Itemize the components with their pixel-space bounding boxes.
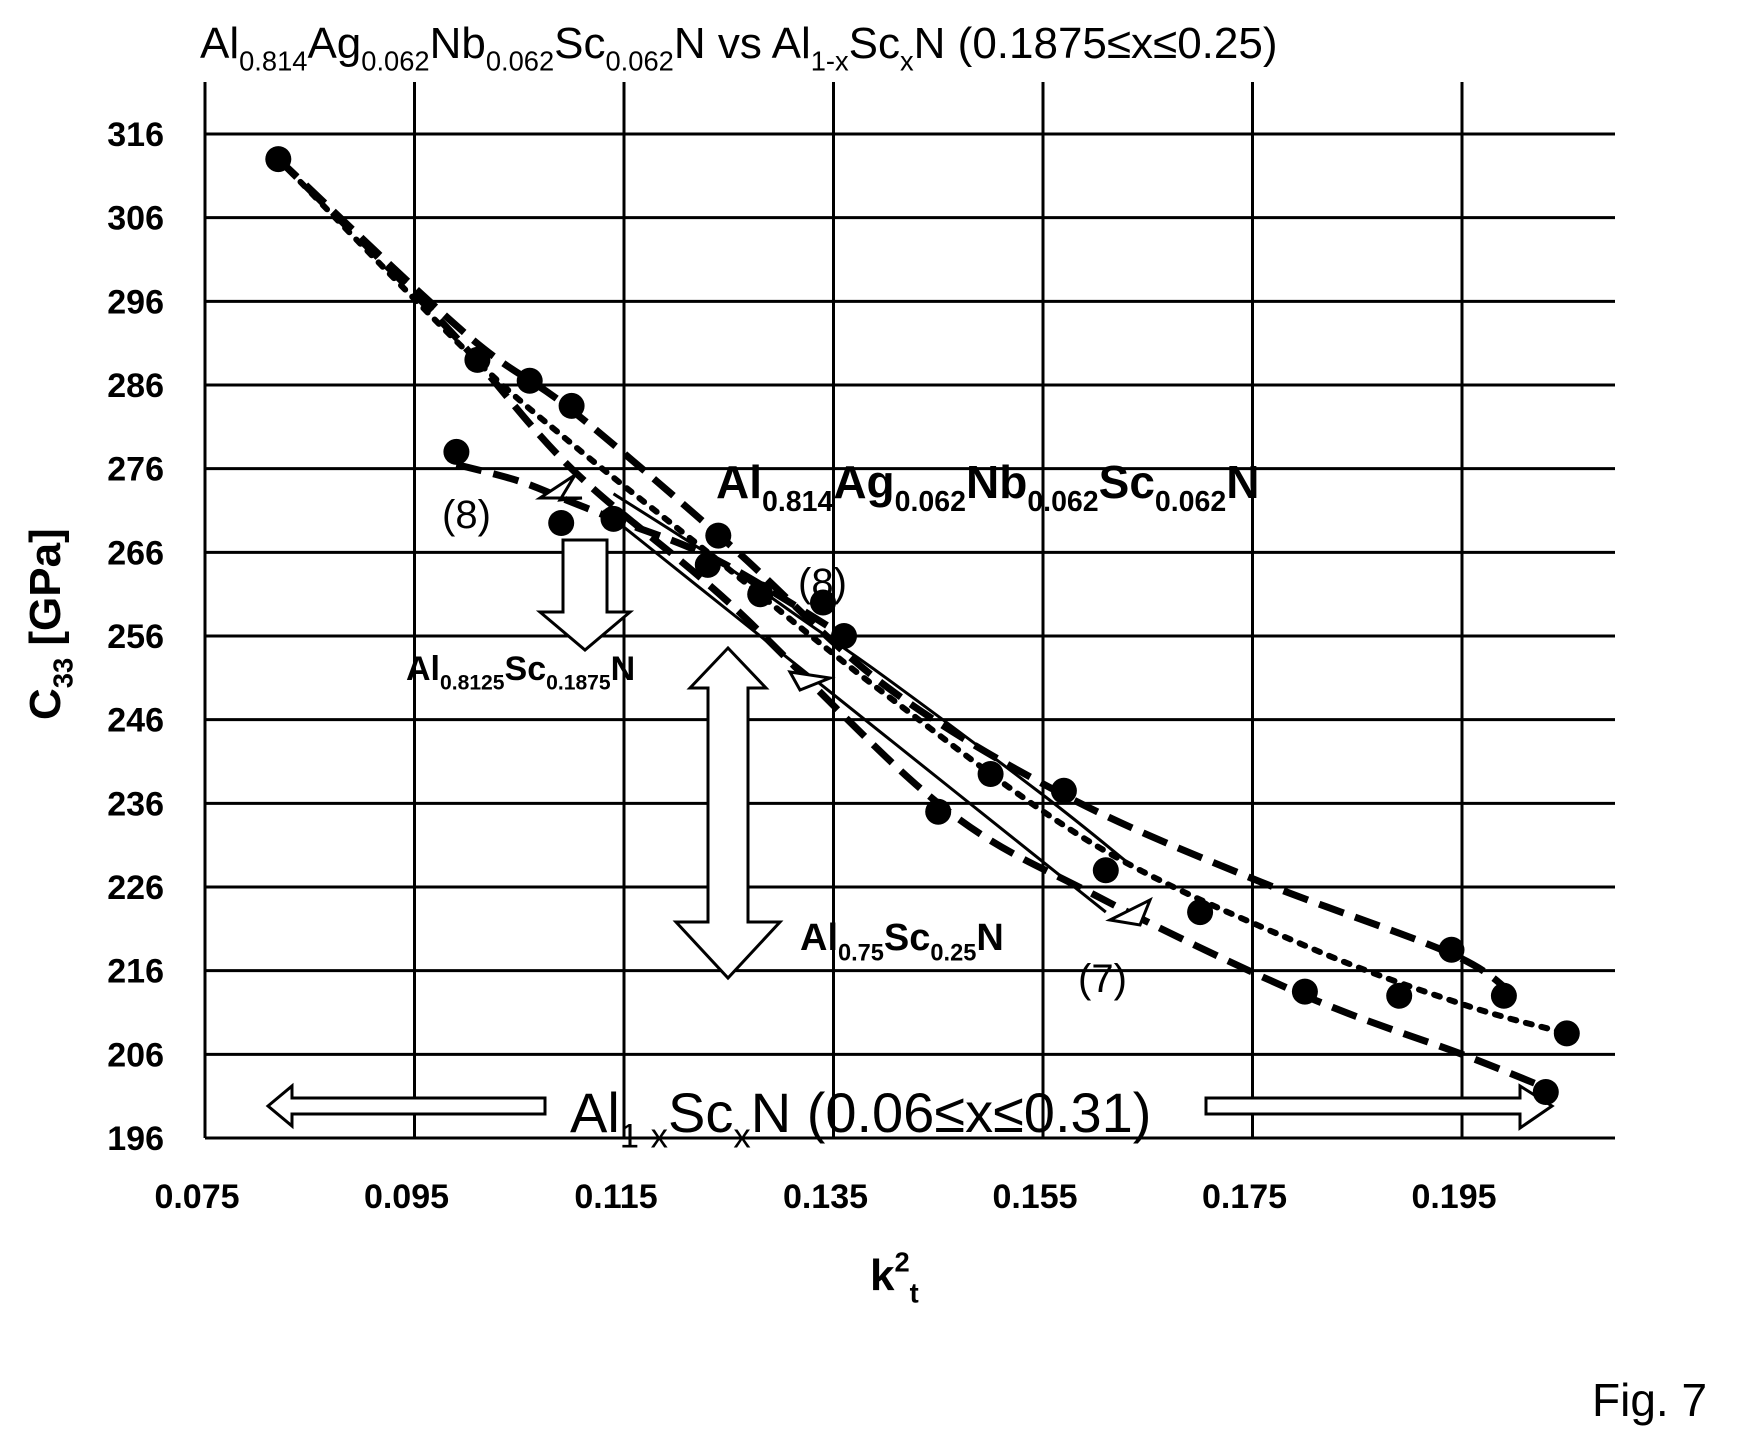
- annotation-8-left: (8): [442, 493, 491, 537]
- chart-points: [265, 146, 1580, 1105]
- y-tick-label: 316: [107, 116, 164, 154]
- arrow-pointer-8-left: [534, 473, 583, 502]
- figure-label: Fig. 7: [1592, 1374, 1707, 1426]
- x-tick-labels: 0.075 0.095 0.115 0.135 0.155 0.175 0.195: [154, 1178, 1496, 1216]
- y-tick-label: 226: [107, 869, 164, 907]
- y-tick-label: 306: [107, 200, 164, 238]
- chart-arrows: [265, 473, 1555, 1131]
- annotation-al075scn: Al0.75Sc0.25N: [800, 917, 1004, 967]
- y-tick-label: 286: [107, 367, 164, 405]
- x-tick-label: 0.075: [154, 1178, 239, 1216]
- arrow-down-small: [535, 538, 635, 652]
- data-point: [1050, 777, 1077, 804]
- y-tick-labels: 196 206 216 226 236 246 256 266 276 286 296 306 316: [107, 116, 164, 1158]
- data-point: [694, 551, 721, 578]
- x-tick-label: 0.195: [1411, 1178, 1496, 1216]
- data-point: [1092, 857, 1119, 884]
- x-axis-label: k2t: [870, 1247, 919, 1309]
- data-point: [1490, 982, 1517, 1009]
- y-tick-label: 276: [107, 451, 164, 489]
- data-point: [1438, 936, 1465, 963]
- x-tick-label: 0.135: [783, 1178, 868, 1216]
- arrow-pointer-7: [1105, 896, 1153, 927]
- data-point: [600, 505, 627, 532]
- annotation-alagnbscn: Al0.814Ag0.062Nb0.062Sc0.062N: [716, 456, 1259, 518]
- y-tick-label: 256: [107, 618, 164, 656]
- data-point: [747, 581, 774, 608]
- y-tick-label: 236: [107, 785, 164, 823]
- chart-title: Al0.814Ag0.062Nb0.062Sc0.062N vs Al1-xSc…: [200, 19, 1278, 76]
- x-tick-label: 0.095: [364, 1178, 449, 1216]
- data-point: [548, 510, 575, 536]
- data-point: [831, 623, 857, 649]
- data-point: [558, 392, 585, 419]
- data-point: [705, 522, 732, 549]
- x-tick-label: 0.175: [1202, 1178, 1287, 1216]
- arrow-right-range: [1204, 1083, 1555, 1131]
- curve-dotted: [275, 156, 1570, 1037]
- data-point: [516, 367, 543, 394]
- data-point: [1386, 982, 1413, 1009]
- y-tick-label: 296: [107, 283, 164, 321]
- curve-dashed: [275, 156, 1517, 999]
- annotation-al08125scn: Al0.8125Sc0.1875N: [406, 650, 635, 695]
- data-point: [1187, 899, 1214, 926]
- data-point: [1291, 978, 1318, 1005]
- y-tick-label: 196: [107, 1120, 164, 1158]
- y-axis-label: C33 [GPa]: [21, 528, 78, 720]
- annotation-range: Al1-xScxN (0.06≤x≤0.31): [570, 1081, 1151, 1156]
- data-point: [443, 438, 470, 465]
- data-point: [977, 761, 1004, 787]
- y-tick-label: 246: [107, 702, 164, 740]
- y-tick-label: 266: [107, 534, 164, 572]
- y-tick-label: 216: [107, 953, 164, 991]
- arrow-down-large: [672, 645, 784, 981]
- x-tick-label: 0.155: [992, 1178, 1077, 1216]
- annotation-7: (7): [1078, 957, 1127, 1001]
- arrow-pointer-8-right: [787, 670, 836, 692]
- chart-grid: [203, 82, 1615, 1140]
- data-point: [1553, 1020, 1580, 1047]
- data-point: [810, 589, 836, 616]
- data-point: [265, 146, 292, 173]
- data-point: [925, 798, 952, 825]
- arrow-left-range: [265, 1082, 547, 1130]
- curve-solid: [602, 509, 1107, 914]
- annotation-8-right: (8): [798, 561, 847, 605]
- x-tick-label: 0.115: [574, 1178, 657, 1216]
- data-point: [464, 346, 491, 373]
- y-tick-label: 206: [107, 1036, 164, 1074]
- data-point: [1532, 1079, 1559, 1105]
